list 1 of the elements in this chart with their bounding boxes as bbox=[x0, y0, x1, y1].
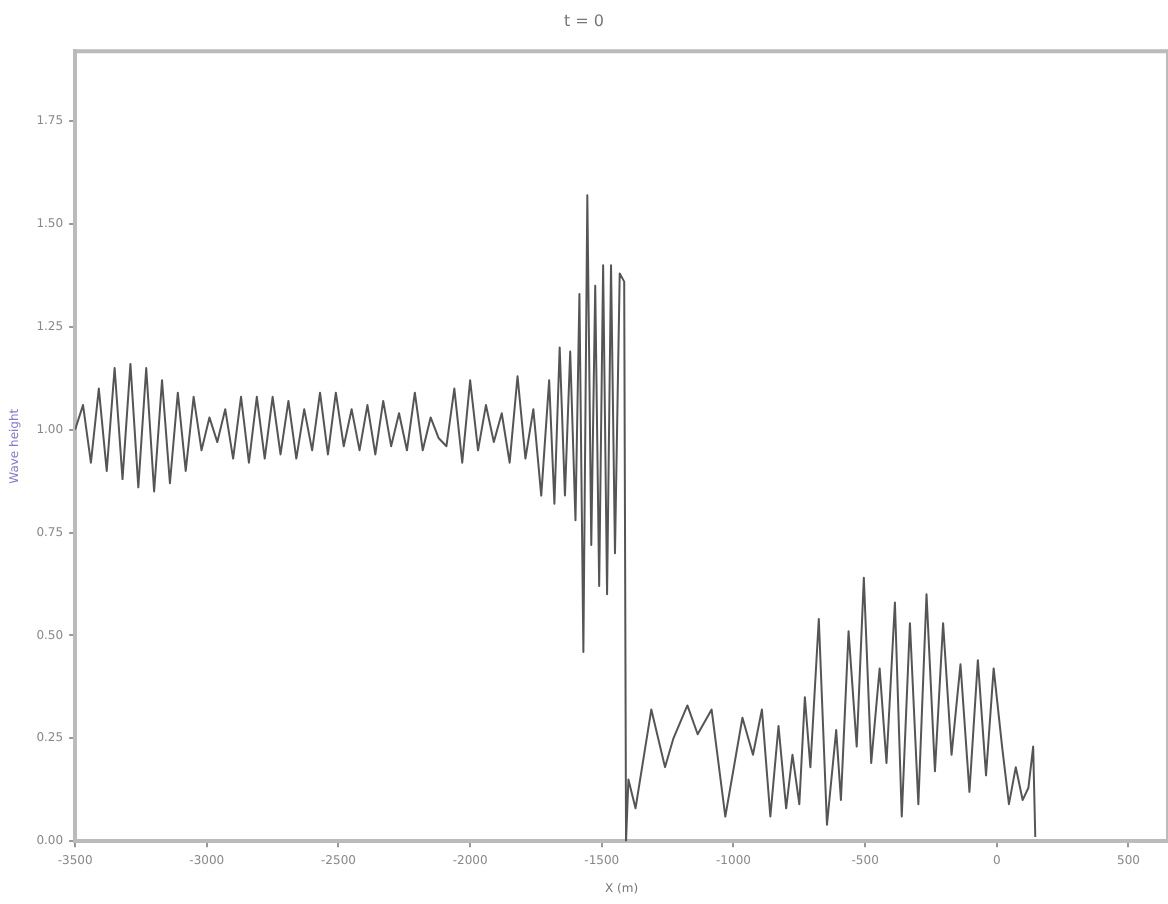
chart-title: t = 0 bbox=[563, 11, 605, 30]
